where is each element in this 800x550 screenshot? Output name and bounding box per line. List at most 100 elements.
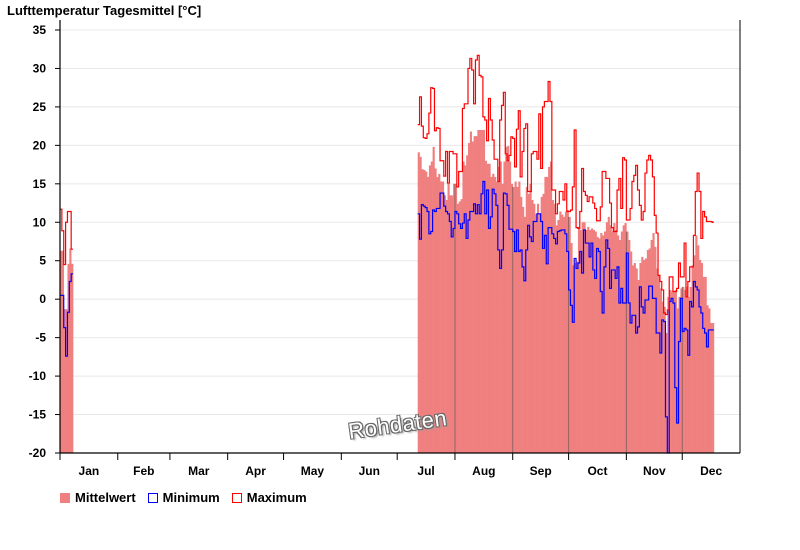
- mean-bar: [464, 165, 467, 454]
- mean-bar: [704, 276, 707, 453]
- mean-bar: [572, 265, 575, 453]
- mean-bar: [69, 248, 72, 453]
- mean-bar: [427, 176, 430, 453]
- mean-bar: [484, 160, 487, 453]
- mean-bar: [447, 183, 450, 453]
- mean-bar: [477, 129, 480, 454]
- mean-bar: [577, 226, 581, 453]
- mean-bar: [482, 129, 486, 454]
- mean-bar: [587, 226, 590, 453]
- mean-bar: [466, 155, 469, 454]
- mean-bar: [592, 229, 595, 453]
- y-tick-label: -10: [29, 369, 47, 383]
- mean-bar: [581, 222, 584, 453]
- y-tick-label: 35: [33, 23, 47, 37]
- mean-bar: [633, 263, 636, 453]
- mean-bar: [630, 251, 633, 453]
- x-tick-label: Oct: [587, 464, 607, 478]
- mean-bar: [635, 268, 638, 453]
- mean-bar: [510, 183, 514, 453]
- mean-bar: [548, 166, 551, 453]
- y-tick-label: -20: [29, 446, 47, 460]
- mean-bar: [699, 259, 702, 453]
- legend-item-maximum[interactable]: Maximum: [231, 490, 307, 505]
- mean-bar: [674, 289, 677, 453]
- mean-bar: [499, 161, 502, 453]
- mean-bar: [691, 265, 694, 453]
- mean-bar: [454, 183, 458, 453]
- mean-bar: [559, 211, 562, 453]
- mean-bar: [438, 173, 441, 453]
- mean-bar: [656, 268, 659, 453]
- mean-bar: [417, 152, 420, 454]
- mean-bar: [607, 216, 610, 453]
- mean-bar: [672, 291, 676, 453]
- x-tick-label: Aug: [472, 464, 495, 478]
- mean-bar: [643, 259, 646, 453]
- legend-item-minimum[interactable]: Minimum: [147, 490, 220, 505]
- mean-bar: [60, 250, 63, 453]
- mean-bar: [522, 206, 525, 453]
- mean-bar: [503, 161, 506, 453]
- y-tick-label: -15: [29, 408, 47, 422]
- mean-bar: [505, 146, 508, 453]
- mean-bar: [451, 195, 454, 453]
- mean-bar: [540, 196, 543, 453]
- mean-bar: [468, 143, 471, 453]
- mean-bar: [481, 129, 484, 454]
- mean-bar: [549, 161, 553, 453]
- mean-bar: [563, 216, 566, 453]
- mean-bar: [613, 223, 616, 453]
- mean-bar: [63, 309, 66, 453]
- mean-bar: [600, 233, 603, 453]
- mean-bar: [676, 308, 679, 453]
- mean-bar: [566, 209, 569, 453]
- mean-bar: [617, 235, 620, 453]
- mean-bar: [460, 199, 463, 453]
- mean-bar: [432, 146, 435, 453]
- mean-bar: [678, 296, 681, 453]
- mean-bar: [596, 236, 599, 453]
- mean-bar: [564, 211, 568, 453]
- mean-bar: [669, 289, 672, 453]
- mean-bar: [598, 238, 601, 453]
- mean-bar: [570, 243, 573, 453]
- mean-bar: [576, 261, 579, 453]
- mean-bar: [641, 256, 644, 453]
- mean-bar: [609, 225, 612, 453]
- maximum-line: [417, 54, 714, 316]
- mean-bar: [659, 288, 663, 453]
- legend-item-mean[interactable]: Mittelwert: [60, 490, 136, 505]
- y-tick-label: 20: [33, 138, 47, 152]
- mean-bar: [501, 183, 504, 453]
- mean-bar: [428, 165, 432, 454]
- mean-bar: [639, 263, 642, 453]
- y-tick-label: 25: [33, 100, 47, 114]
- legend-label-mean: Mittelwert: [75, 490, 136, 505]
- mean-bar: [671, 291, 674, 453]
- axes: [55, 20, 741, 460]
- mean-bar: [579, 229, 582, 453]
- mean-bar: [71, 263, 74, 453]
- y-tick-label: 0: [39, 292, 46, 306]
- mean-bar: [555, 225, 558, 453]
- mean-bar: [445, 199, 448, 453]
- mean-bar: [590, 228, 594, 453]
- mean-bar: [453, 183, 456, 453]
- mean-bar: [456, 203, 459, 453]
- mean-bar: [434, 168, 437, 453]
- mean-bar: [527, 193, 530, 453]
- mean-bar: [658, 275, 661, 453]
- mean-bar: [665, 333, 668, 453]
- mean-bar: [667, 296, 670, 453]
- mean-bar: [531, 199, 534, 453]
- mean-bar: [695, 235, 698, 453]
- mean-bar: [644, 258, 648, 453]
- mean-bar: [65, 309, 68, 453]
- mean-bar: [624, 223, 627, 453]
- x-tick-label: Sep: [530, 464, 552, 478]
- mean-bar: [533, 203, 536, 453]
- mean-bar: [652, 233, 655, 453]
- mean-bar: [687, 296, 690, 453]
- y-tick-label: 5: [39, 254, 46, 268]
